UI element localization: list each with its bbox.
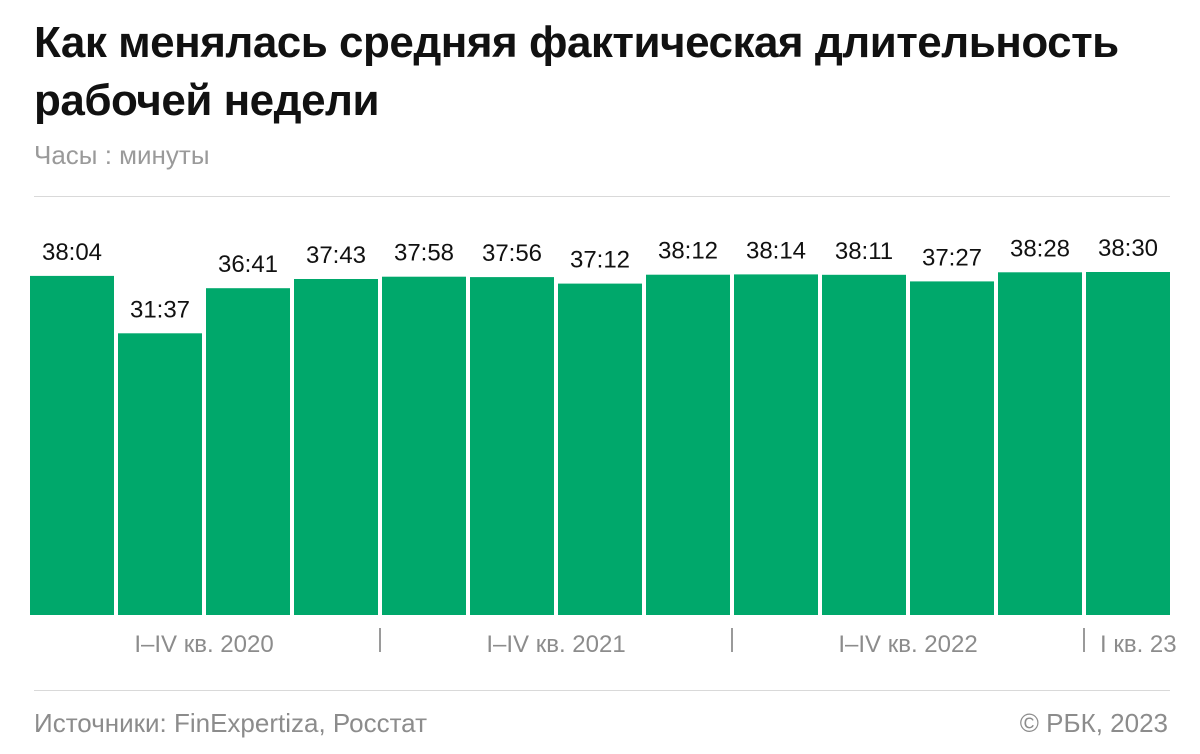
bar (1086, 272, 1170, 615)
bar-value-label: 37:58 (394, 240, 454, 267)
bar (558, 283, 642, 615)
bar-value-label: 38:14 (746, 237, 806, 264)
bar (382, 276, 466, 615)
bar-value-label: 37:12 (570, 247, 630, 274)
bar (646, 274, 730, 615)
bottom-divider (34, 690, 1170, 691)
bar-value-label: 37:27 (922, 244, 982, 271)
copyright-note: © РБК, 2023 (1019, 708, 1168, 738)
bar (734, 274, 818, 615)
bar-value-label: 37:56 (482, 240, 542, 267)
bar (998, 272, 1082, 615)
top-divider (34, 196, 1170, 197)
bar (470, 277, 554, 615)
chart-title: Как менялась средняя фактическая длитель… (34, 18, 1119, 125)
bar (822, 274, 906, 615)
bar-value-label: 38:04 (42, 239, 102, 266)
group-label: I–IV кв. 2021 (486, 631, 625, 658)
chart-subtitle: Часы : минуты (34, 140, 210, 170)
bar-value-label: 38:12 (658, 238, 718, 265)
bar (118, 333, 202, 615)
bar (206, 288, 290, 615)
group-label: I–IV кв. 2020 (134, 631, 273, 658)
bar (910, 281, 994, 615)
bar-value-label: 38:30 (1098, 235, 1158, 262)
bar-value-label: 36:41 (218, 251, 278, 278)
group-label: I кв. 23 (1100, 631, 1177, 658)
bar-value-label: 38:11 (835, 238, 893, 265)
group-label: I–IV кв. 2022 (838, 631, 977, 658)
bar-value-label: 31:37 (130, 296, 190, 323)
bar-value-label: 38:28 (1010, 235, 1070, 262)
bar (294, 279, 378, 615)
bar (30, 275, 114, 615)
bar-value-label: 37:43 (306, 242, 366, 269)
source-note: Источники: FinExpertiza, Росстат (34, 708, 427, 738)
